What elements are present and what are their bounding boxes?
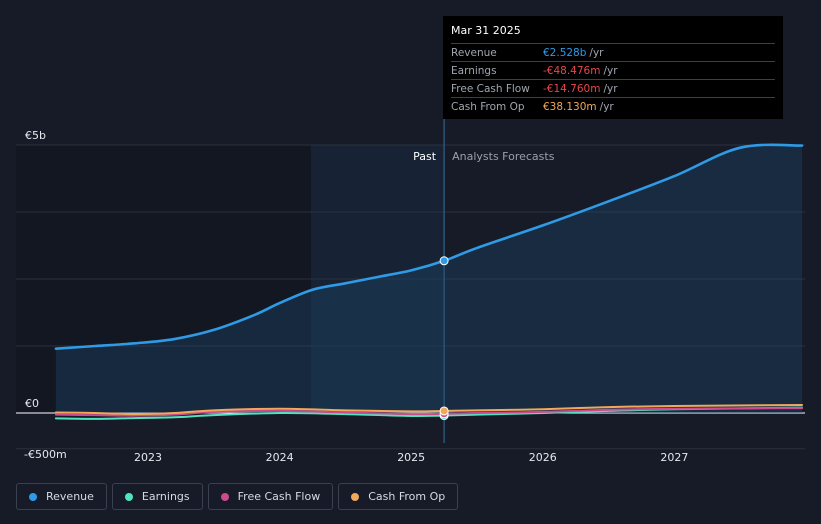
tooltip-row-revenue: Revenue €2.528b /yr: [451, 43, 775, 61]
tooltip-row-cash-from-op: Cash From Op €38.130m /yr: [451, 97, 775, 115]
revenue-area: [55, 144, 803, 413]
tooltip-date: Mar 31 2025: [451, 24, 521, 37]
tooltip-value: -€14.760m: [543, 82, 601, 95]
tooltip-label: Cash From Op: [451, 100, 525, 113]
series-line-cash-from-op: [54, 403, 804, 416]
x-tick-label: 2025: [397, 451, 425, 464]
tooltip-label: Free Cash Flow: [451, 82, 530, 95]
series-line-earnings: [54, 406, 804, 420]
x-tick-label: 2023: [134, 451, 162, 464]
past-label: Past: [413, 150, 437, 163]
legend-item-revenue[interactable]: Revenue: [16, 483, 107, 510]
tooltip: Mar 31 2025 Revenue €2.528b /yr Earnings…: [443, 16, 783, 119]
x-tick-label: 2024: [266, 451, 294, 464]
tooltip-row-free-cash-flow: Free Cash Flow -€14.760m /yr: [451, 79, 775, 97]
series-marker-cash-from-op: [439, 406, 449, 416]
legend-item-free-cash-flow[interactable]: Free Cash Flow: [207, 483, 334, 510]
tooltip-label: Earnings: [451, 64, 497, 77]
legend-label: Earnings: [141, 490, 190, 503]
x-tick-label: 2027: [660, 451, 688, 464]
forecast-label: Analysts Forecasts: [452, 150, 555, 163]
series-line-revenue: [54, 143, 804, 350]
legend: Revenue Earnings Free Cash Flow Cash Fro…: [16, 483, 459, 510]
legend-item-earnings[interactable]: Earnings: [111, 483, 203, 510]
legend-item-cash-from-op[interactable]: Cash From Op: [338, 483, 459, 510]
tooltip-value: €38.130m: [543, 100, 597, 113]
tooltip-unit: /yr: [599, 100, 614, 113]
series-marker-revenue: [439, 256, 449, 266]
free-cash-flow-dot-icon: [220, 492, 229, 501]
tooltip-unit: /yr: [603, 82, 618, 95]
x-tick-label: 2026: [529, 451, 557, 464]
y-tick-label: €0: [25, 397, 39, 410]
legend-label: Revenue: [46, 490, 94, 503]
revenue-dot-icon: [29, 492, 37, 501]
earnings-dot-icon: [124, 492, 133, 501]
series-line-free-cash-flow: [54, 407, 804, 417]
tooltip-unit: /yr: [603, 64, 618, 77]
tooltip-label: Revenue: [451, 46, 497, 59]
tooltip-row-earnings: Earnings -€48.476m /yr: [451, 61, 775, 79]
tooltip-value: -€48.476m: [543, 64, 601, 77]
cash-from-op-dot-icon: [351, 492, 360, 501]
y-tick-label: €5b: [25, 129, 46, 142]
y-tick-label: -€500m: [24, 448, 67, 461]
tooltip-value: €2.528b: [543, 46, 587, 59]
legend-label: Free Cash Flow: [237, 490, 321, 503]
tooltip-unit: /yr: [589, 46, 604, 59]
legend-label: Cash From Op: [368, 490, 446, 503]
